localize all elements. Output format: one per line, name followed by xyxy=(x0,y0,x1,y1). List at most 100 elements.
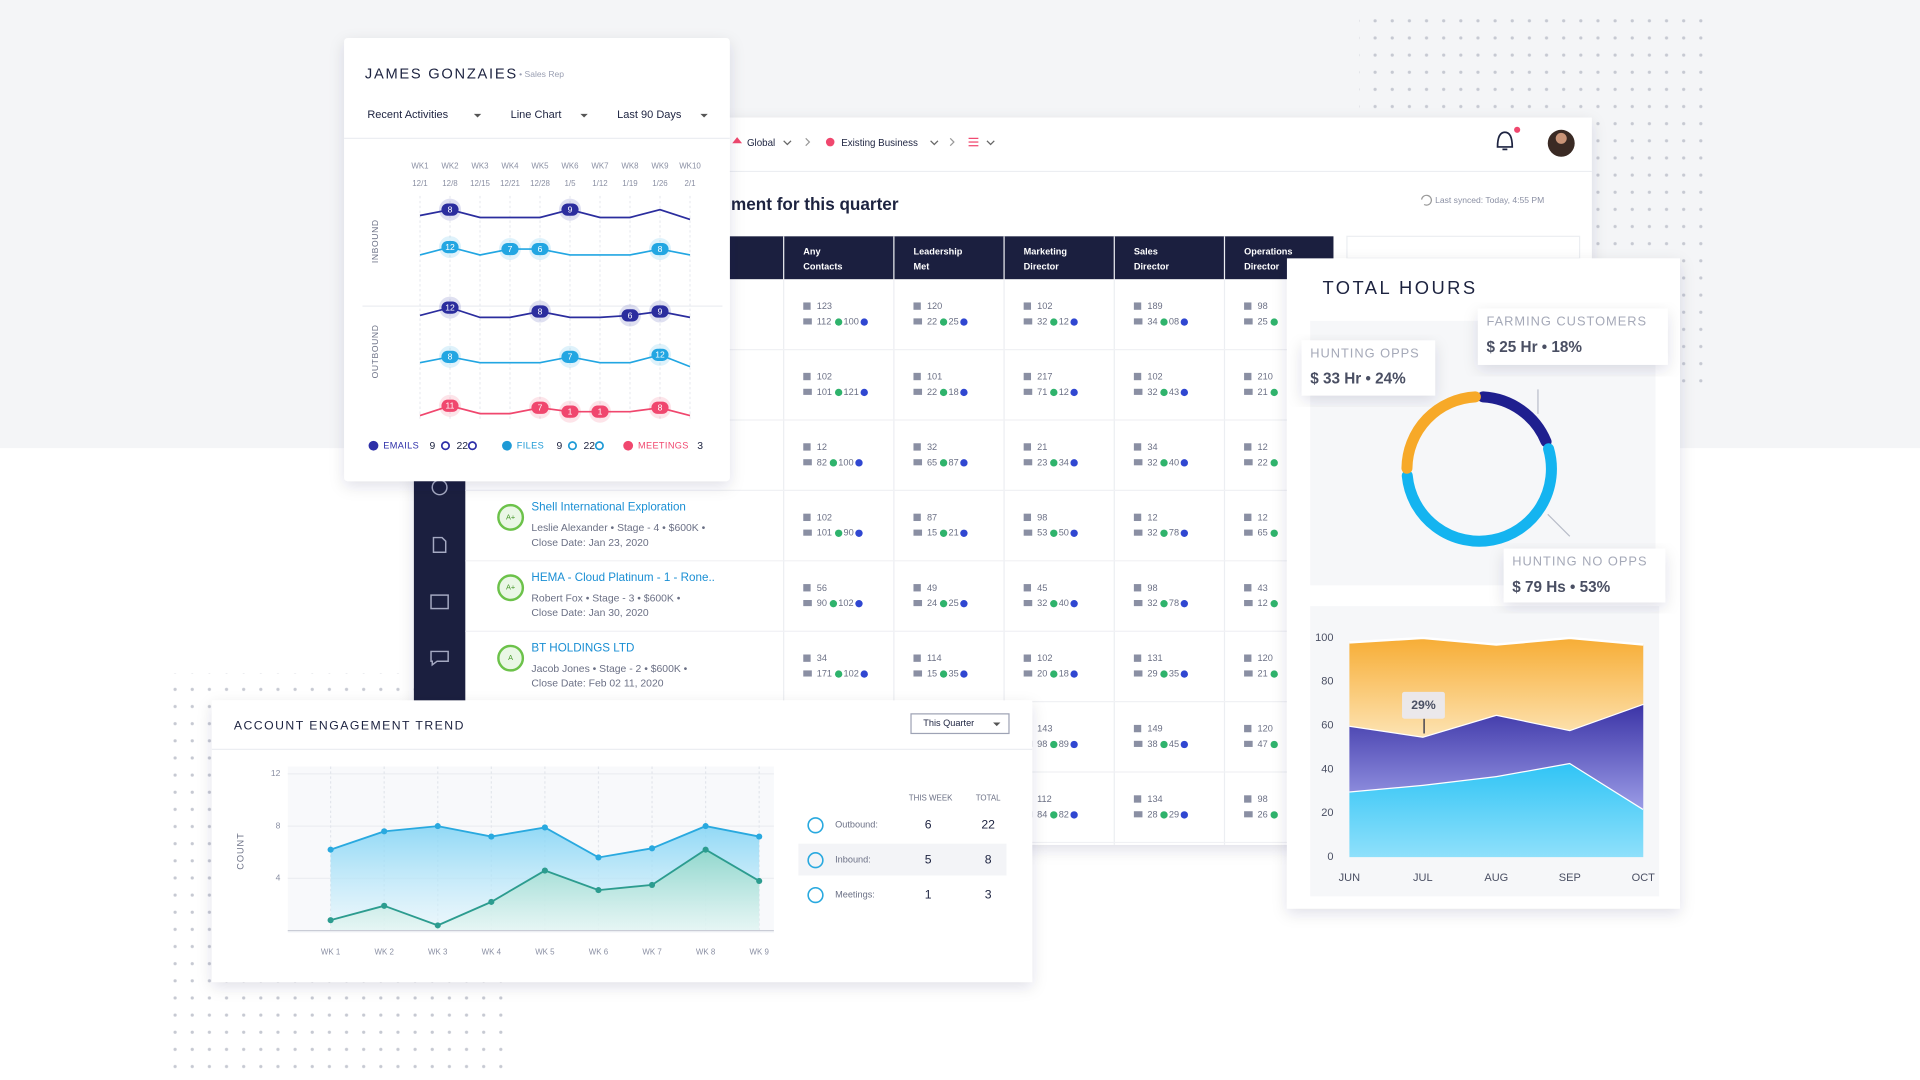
cell-total: 143 xyxy=(1037,724,1052,734)
badge xyxy=(651,305,669,318)
caret xyxy=(993,722,1001,727)
mail-icon xyxy=(1023,529,1033,536)
status-dot xyxy=(1180,670,1188,678)
cell-total: 102 xyxy=(817,512,832,522)
status-dot xyxy=(960,670,968,678)
stats-value: 3 xyxy=(985,887,992,901)
dropdown-box[interactable] xyxy=(910,713,1010,735)
badge-label: 6 xyxy=(538,244,543,254)
cell-icon xyxy=(1023,584,1032,592)
status-dot xyxy=(834,670,843,678)
badge xyxy=(621,309,639,322)
week-date: 1/19 xyxy=(622,179,638,188)
cell-value: 40 xyxy=(1059,598,1069,608)
account-name[interactable]: BT HOLDINGS LTD xyxy=(531,641,634,654)
status-dot xyxy=(834,388,843,397)
cell-icon xyxy=(803,302,811,310)
y-tick-label: 4 xyxy=(276,873,281,883)
cell-total: 56 xyxy=(817,583,827,593)
dropdown[interactable]: Line Chart xyxy=(511,109,562,121)
cell-value: 71 xyxy=(1037,387,1047,397)
cell-value: 26 xyxy=(1258,809,1268,819)
rep-role: • Sales Rep xyxy=(519,69,564,79)
cell-value: 50 xyxy=(1059,528,1069,538)
cell-total: 114 xyxy=(927,653,942,663)
status-dot xyxy=(860,670,868,678)
mail-icon xyxy=(913,388,923,395)
segment-name: FARMING CUSTOMERS xyxy=(1487,313,1648,328)
card xyxy=(344,37,730,482)
mail-icon xyxy=(803,388,812,395)
cell-total: 189 xyxy=(1147,301,1162,311)
badge-label: 11 xyxy=(446,401,455,411)
dropdown[interactable]: This Quarter xyxy=(923,718,974,728)
breadcrumb[interactable]: Existing Business xyxy=(841,138,918,149)
trend-point xyxy=(434,922,441,929)
week-date: 12/15 xyxy=(470,179,490,188)
week-date: 2/1 xyxy=(684,179,696,188)
status-dot xyxy=(860,388,868,397)
x-tick-label: WK 1 xyxy=(321,948,341,957)
cell-icon xyxy=(803,584,811,592)
stats-value: 1 xyxy=(925,887,932,901)
week-label: WK2 xyxy=(441,162,459,171)
cell-icon xyxy=(1023,443,1032,451)
stats-value: 5 xyxy=(925,852,932,866)
cell-value: 34 xyxy=(1059,457,1069,467)
sync-icon xyxy=(1421,194,1432,206)
segment-box xyxy=(1301,340,1436,396)
cell-icon xyxy=(1133,654,1142,662)
cell-value: 87 xyxy=(948,457,958,467)
activity-line xyxy=(419,208,691,221)
badge-label: 7 xyxy=(538,403,543,413)
account-name[interactable]: Shell International Exploration xyxy=(531,501,685,514)
breadcrumb[interactable]: Global xyxy=(747,138,775,149)
column-header: Any xyxy=(803,247,821,257)
cell-total: 217 xyxy=(1037,372,1052,382)
trend-area xyxy=(330,849,760,931)
account-name[interactable]: HEMA - Cloud Platinum - 1 - Rone.. xyxy=(531,571,715,584)
mail-icon xyxy=(1244,318,1253,325)
badge-label: 12 xyxy=(445,242,455,252)
cell-icon xyxy=(1244,513,1252,522)
status-dot xyxy=(960,529,968,537)
status-dot xyxy=(1050,740,1058,749)
status-dot xyxy=(1050,529,1058,537)
cell-value: 23 xyxy=(1037,457,1047,467)
caret xyxy=(930,140,939,146)
cell-total: 123 xyxy=(817,301,832,311)
dropdown[interactable]: Last 90 Days xyxy=(617,109,682,121)
cell-value: 78 xyxy=(1169,528,1179,538)
stats-header: THIS WEEK xyxy=(909,793,953,802)
status-dot xyxy=(855,600,863,608)
dropdown[interactable]: Recent Activities xyxy=(367,109,448,121)
status-dot xyxy=(860,318,868,326)
engagement-card: ACCOUNT ENGAGEMENT TREND This Quarter CO… xyxy=(211,700,1033,983)
legend-icon xyxy=(567,441,577,451)
cell-icon xyxy=(1133,724,1142,733)
badge xyxy=(651,348,669,361)
mail-icon xyxy=(1133,670,1143,677)
cell-total: 43 xyxy=(1258,583,1268,593)
legend-icon xyxy=(440,441,450,451)
cell-value: 28 xyxy=(1147,809,1157,819)
cell-value: 35 xyxy=(1169,669,1179,679)
account-details: Robert Fox • Stage - 3 • $600K • xyxy=(531,594,680,605)
status-dot xyxy=(1070,740,1078,749)
trend-point xyxy=(648,881,656,888)
hours-card: TOTAL HOURS HUNTING OPPS $ 33 Hr • 24% FAR… xyxy=(1286,258,1680,909)
mail-icon xyxy=(1023,459,1033,466)
cell-total: 134 xyxy=(1147,794,1162,804)
status-dot xyxy=(1070,811,1078,819)
icon xyxy=(825,137,835,147)
cell-total: 149 xyxy=(1147,724,1162,734)
mail-icon xyxy=(913,529,923,536)
bell-icon[interactable] xyxy=(1496,131,1514,151)
cell-value: 32 xyxy=(1147,598,1157,608)
donut-segment xyxy=(1401,443,1557,547)
heading: ment for this quarter xyxy=(731,194,899,214)
status-dot xyxy=(1070,459,1078,467)
status-dot xyxy=(1070,529,1078,537)
week-label: WK3 xyxy=(471,162,489,171)
status-dot xyxy=(1160,670,1168,678)
